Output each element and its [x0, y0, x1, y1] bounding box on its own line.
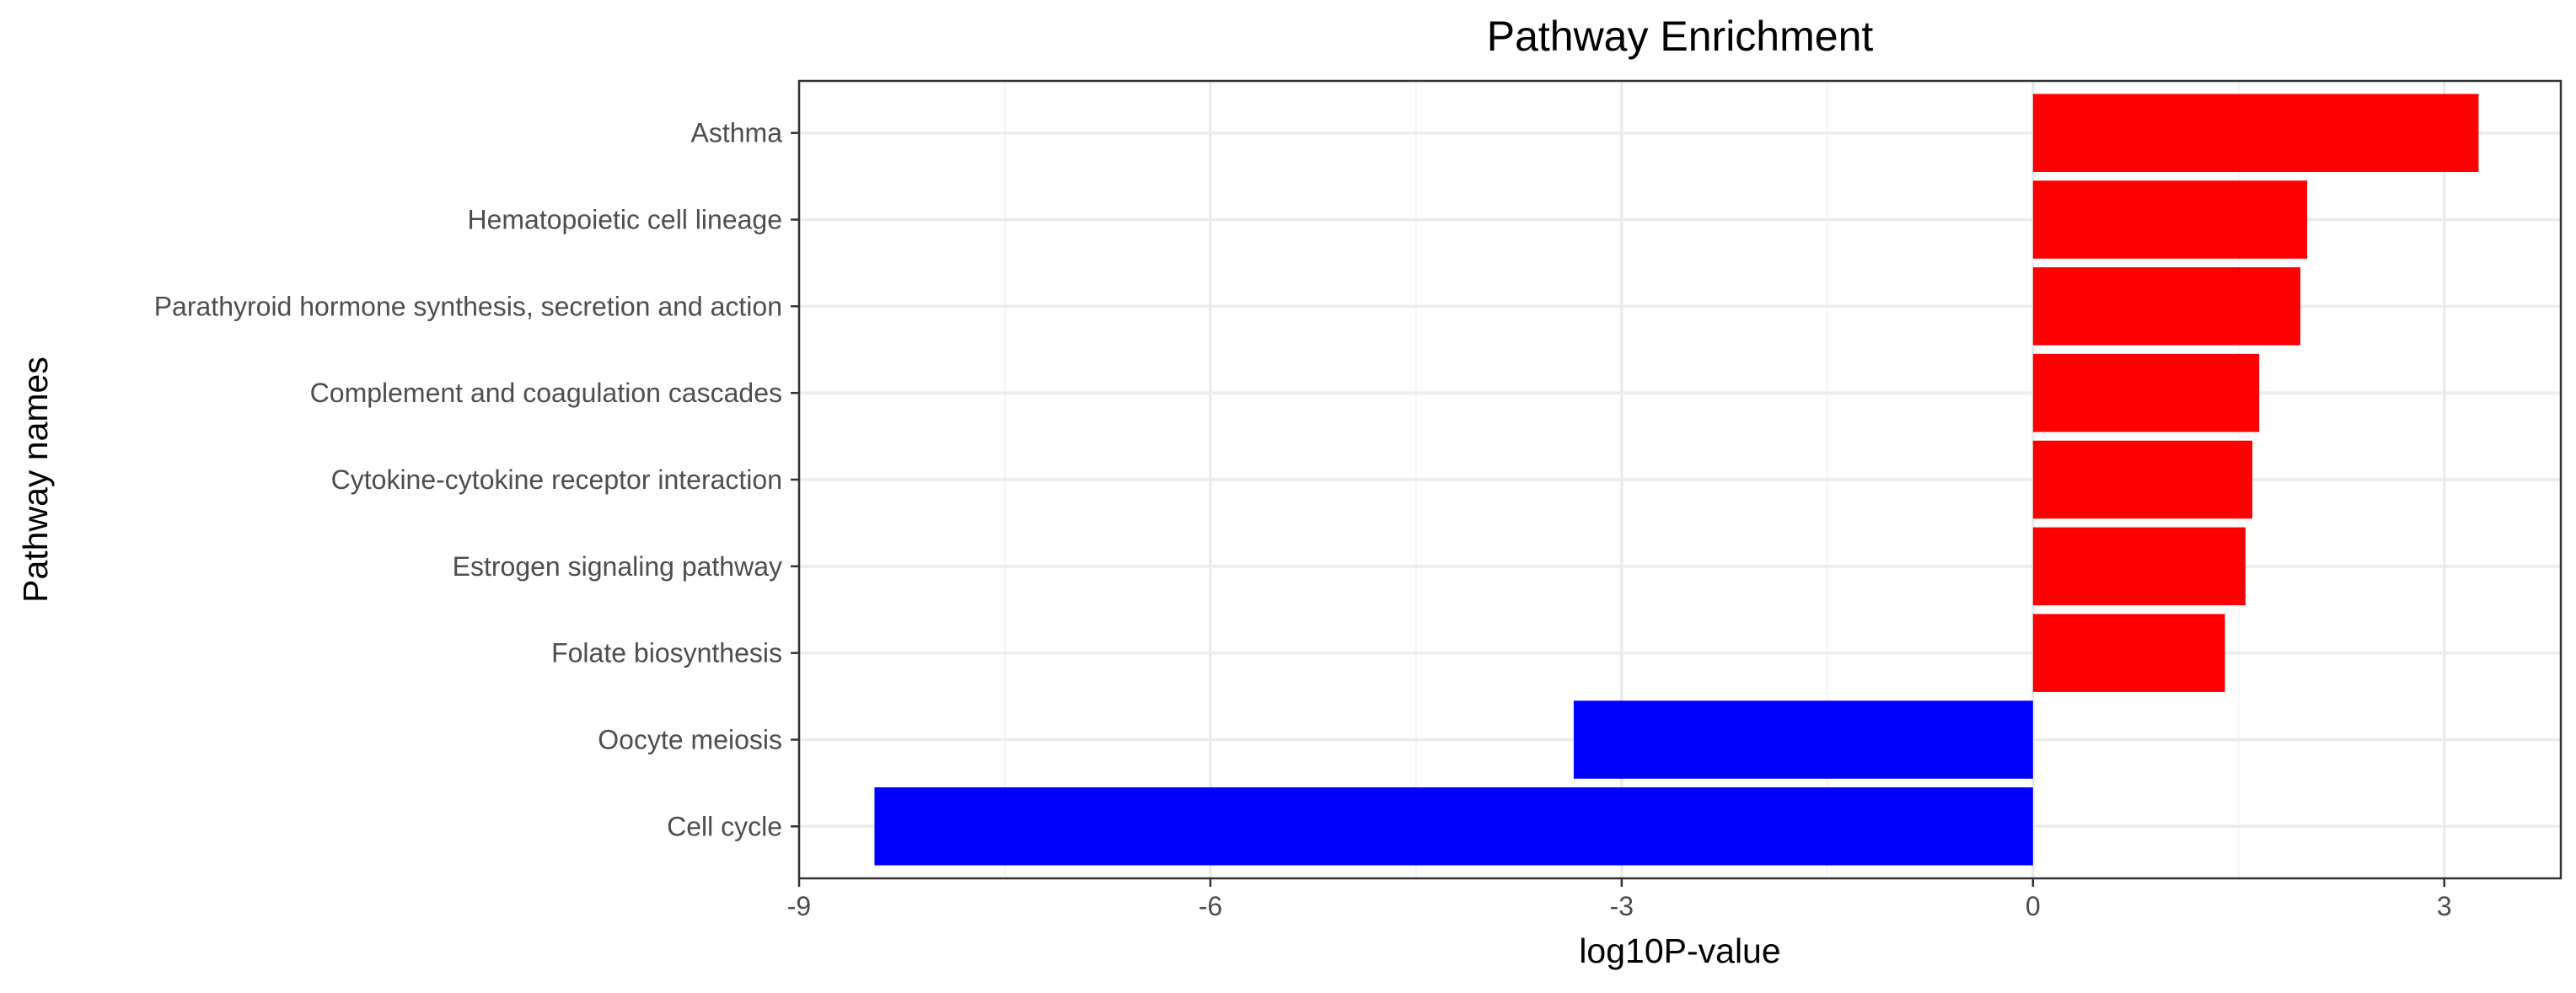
bar: [2032, 353, 2260, 432]
bar: [2032, 614, 2225, 692]
bar: [2032, 527, 2246, 606]
y-tick-label: Hematopoietic cell lineage: [467, 205, 782, 235]
bar: [1573, 700, 2033, 779]
y-tick-label: Cytokine-cytokine receptor interaction: [331, 464, 782, 495]
bar: [2032, 267, 2300, 346]
x-tick-label: -6: [1199, 891, 1222, 921]
y-tick-label: Parathyroid hormone synthesis, secretion…: [154, 291, 782, 321]
x-tick-label: 3: [2437, 891, 2452, 921]
x-tick-label: -3: [1610, 891, 1634, 921]
bar: [2032, 440, 2253, 519]
y-axis-ticks: Asthma Hematopoietic cell lineage Parathyr…: [154, 118, 799, 841]
y-tick-label: Estrogen signaling pathway: [453, 551, 782, 582]
y-tick-label: Complement and coagulation cascades: [310, 378, 782, 408]
y-tick-label: Oocyte meiosis: [598, 724, 782, 754]
bars: [874, 94, 2479, 866]
y-tick-label: Folate biosynthesis: [551, 638, 782, 668]
chart-title: Pathway Enrichment: [1487, 13, 1874, 60]
bar: [2032, 94, 2479, 172]
x-tick-label: -9: [787, 891, 811, 921]
y-tick-label: Asthma: [691, 118, 783, 148]
bar: [2032, 180, 2308, 259]
y-axis-title: Pathway names: [16, 357, 55, 603]
bar: [874, 787, 2033, 866]
x-tick-label: 0: [2026, 891, 2041, 921]
y-tick-label: Cell cycle: [667, 811, 782, 841]
x-axis-title: log10P-value: [1579, 931, 1780, 970]
x-axis-ticks: -9 -6 -3 0 3: [787, 878, 2452, 921]
